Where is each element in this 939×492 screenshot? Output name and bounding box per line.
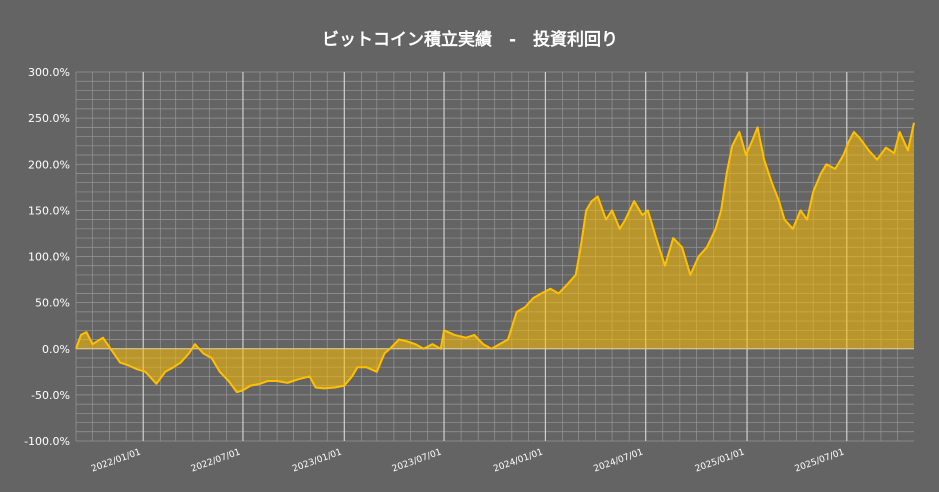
y-tick-label: -50.0% [31, 389, 70, 402]
y-tick-label: 50.0% [35, 297, 70, 310]
y-tick-label: 100.0% [28, 251, 70, 264]
y-tick-label: 300.0% [28, 66, 70, 79]
x-tick-label: 2023/01/01 [291, 447, 343, 474]
y-tick-label: -100.0% [24, 435, 70, 448]
x-tick-label: 2024/01/01 [492, 447, 544, 474]
x-tick-label: 2025/01/01 [694, 447, 746, 474]
x-tick-label: 2025/07/01 [794, 447, 846, 474]
x-tick-label: 2023/07/01 [391, 447, 443, 474]
y-tick-label: 250.0% [28, 112, 70, 125]
series-line [75, 122, 915, 394]
x-tick-label: 2022/01/01 [90, 447, 142, 474]
area-fill [76, 122, 914, 393]
x-tick-label: 2022/07/01 [190, 447, 242, 474]
y-tick-label: 200.0% [28, 158, 70, 171]
chart-title: ビットコイン積立実績 - 投資利回り [322, 29, 618, 50]
series-area [75, 122, 915, 394]
y-axis-ticks: 300.0% 250.0% 200.0% 150.0% 100.0% 50.0% 0.0% -… [24, 66, 70, 448]
x-axis-ticks: 2022/01/01 2022/07/01 2023/01/01 2023/07/01… [90, 447, 846, 474]
x-tick-label: 2024/07/01 [593, 447, 645, 474]
y-tick-label: 150.0% [28, 204, 70, 217]
y-tick-label: 0.0% [42, 343, 70, 356]
